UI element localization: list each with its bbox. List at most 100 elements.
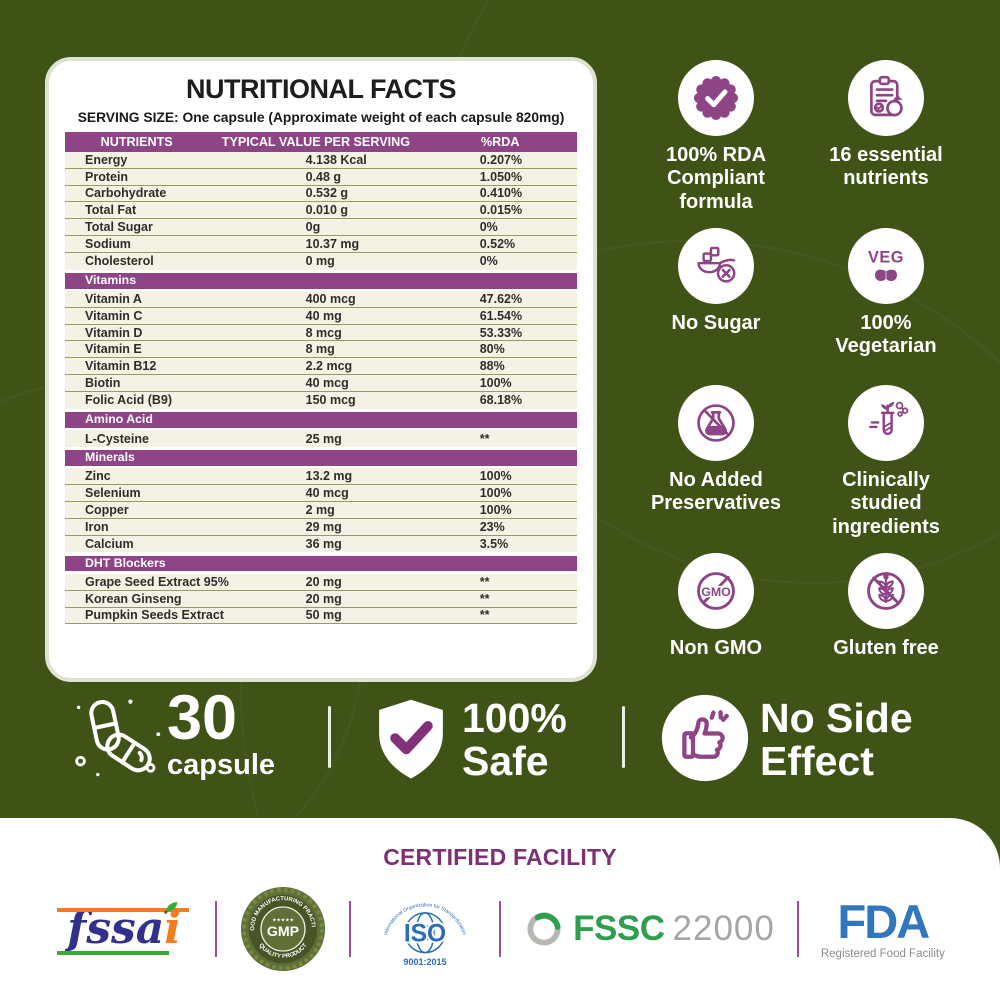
nutrient-value: 4.138 Kcal [305,152,367,167]
nutrient-name: Vitamin C [85,308,143,323]
nutrition-facts-card: NUTRITIONAL FACTS SERVING SIZE: One caps… [45,57,597,682]
nutrient-rda: 0% [479,220,498,235]
no-preservatives-icon [678,385,754,461]
logo-divider [215,901,218,957]
no-side-effect-line1: No Side [760,695,913,741]
nutrient-name: Sodium [85,236,131,251]
nutrient-name: Iron [85,519,109,534]
gmp-seal-logo: GOOD MANUFACTURING PRACTICE QUALITY PROD… [239,885,326,972]
capsule-count: 30 capsule [167,683,275,780]
thumbs-up-icon [660,693,750,783]
nutrient-rda: 68.18% [479,393,523,408]
nutrition-facts-title: NUTRITIONAL FACTS [186,74,457,104]
nutrient-rda: 0.52% [479,236,516,251]
nutrient-name: Vitamin A [85,291,142,306]
fssc-name: FSSC [573,909,665,948]
nutrient-rda: 0.015% [479,203,523,218]
table-row: Pumpkin Seeds Extract 50 mg ** [65,607,577,625]
nutrient-value: 20 mg [305,591,342,606]
badge-non-gmo: GMO Non GMO [622,553,810,660]
table-row: L-Cysteine 25 mg ** [65,430,577,447]
fssai-text-main: fssa [67,903,165,955]
nutrient-value: 0g [305,220,321,235]
fda-subtext: Registered Food Facility [820,948,945,960]
section-header-dht-blockers: DHT Blockers [65,555,577,572]
table-row: Carbohydrate 0.532 g 0.410% [65,185,577,203]
clinically-studied-icon [848,385,924,461]
logo-divider [796,901,799,957]
table-row: Calcium 36 mg 3.5% [65,535,577,553]
nutrient-rda: 100% [479,469,512,484]
nutrient-rda: 100% [479,375,512,390]
nutrient-name: Biotin [85,375,121,390]
column-header-typical-value: TYPICAL VALUE PER SERVING [221,135,410,149]
fssai-leaf-icon [164,902,178,915]
iso-logo: International Organization for Standardi… [383,902,467,967]
logo-divider [349,901,352,957]
fssai-text-i: i [164,903,181,955]
fssai-green-line [57,951,170,955]
badge-clipboard-apple: 16 essential nutrients [792,60,980,191]
badge-no-preservatives: No Added Preservatives [622,385,810,516]
table-row: Copper 2 mg 100% [65,502,577,519]
nutrient-value: 2 mg [305,502,335,517]
nutrient-rda: ** [479,431,490,446]
svg-text:9001:2015: 9001:2015 [404,957,447,967]
nutrient-rda: ** [479,591,490,606]
nutrient-value: 10.37 mg [305,236,360,251]
section-header-minerals: Minerals [65,450,577,466]
nutrient-name: Vitamin E [85,342,142,357]
nutrient-name: Vitamin B12 [85,359,157,374]
capsule-count-number: 30 [167,683,238,753]
nutrient-rda: 100% [479,502,512,517]
nutrient-rda: 3.5% [479,537,509,552]
table-row: Protein 0.48 g 1.050% [65,168,577,186]
nutrient-rda: 23% [479,519,505,534]
nutrient-value: 150 mcg [305,393,356,408]
feature-divider [328,706,331,768]
table-row: Vitamin B12 2.2 mcg 88% [65,358,577,376]
badge-clinically-studied: Clinically studied ingredients [792,385,980,539]
nutrient-rda: 80% [479,342,505,357]
nutrient-rda: 0% [479,254,498,269]
logo-divider [499,901,502,957]
serving-size-text: SERVING SIZE: One capsule (Approximate w… [77,110,565,125]
nutrient-name: Cholesterol [85,254,154,269]
nutrient-value: 400 mcg [305,291,356,306]
nutrient-rda: 61.54% [479,308,523,323]
section-header-vitamins: Vitamins [65,273,577,289]
nutrient-value: 20 mg [305,574,342,589]
safe-text: 100% Safe [462,697,567,782]
table-row: Grape Seed Extract 95% 20 mg ** [65,573,577,591]
column-header-nutrients: NUTRIENTS [100,135,173,149]
nutrient-value: 40 mcg [305,375,349,390]
table-row: Vitamin D 8 mcg 53.33% [65,324,577,342]
badge-veg: VEG 100% Vegetarian [792,228,980,359]
no-sugar-icon [678,228,754,304]
badge-gluten-free: Gluten free [792,553,980,660]
table-row: Selenium 40 mcg 100% [65,485,577,503]
clipboard-apple-icon [848,60,924,136]
nutrient-rda: 1.050% [479,169,523,184]
nutrient-value: 2.2 mcg [305,359,353,374]
nutrient-rda: 0.207% [479,152,523,167]
fda-logo: FDA Registered Food Facility [821,898,945,960]
badge-label: No Sugar [671,312,761,334]
table-row: Iron 29 mg 23% [65,518,577,536]
nutrient-value: 8 mcg [305,325,342,340]
nutrient-value: 40 mcg [305,486,349,501]
feature-divider [622,706,625,768]
capsules-icon [66,692,168,788]
nutrient-value: 29 mg [305,519,342,534]
svg-text:GMP: GMP [267,924,299,940]
svg-text:★★★★★: ★★★★★ [272,918,294,924]
table-row: Cholesterol 0 mg 0% [65,252,577,270]
nutrient-rda: 53.33% [479,325,523,340]
safe-line2: Safe [462,737,549,784]
nutrition-table: NUTRIENTS TYPICAL VALUE PER SERVING %RDA… [65,132,577,625]
table-body: Energy 4.138 Kcal 0.207% Protein 0.48 g 1.050… [65,152,577,625]
badge-label: 100% Vegetarian [835,312,937,358]
table-row: Total Sugar 0g 0% [65,219,577,236]
non-gmo-icon: GMO [678,553,754,629]
nutrient-name: Copper [85,502,129,517]
